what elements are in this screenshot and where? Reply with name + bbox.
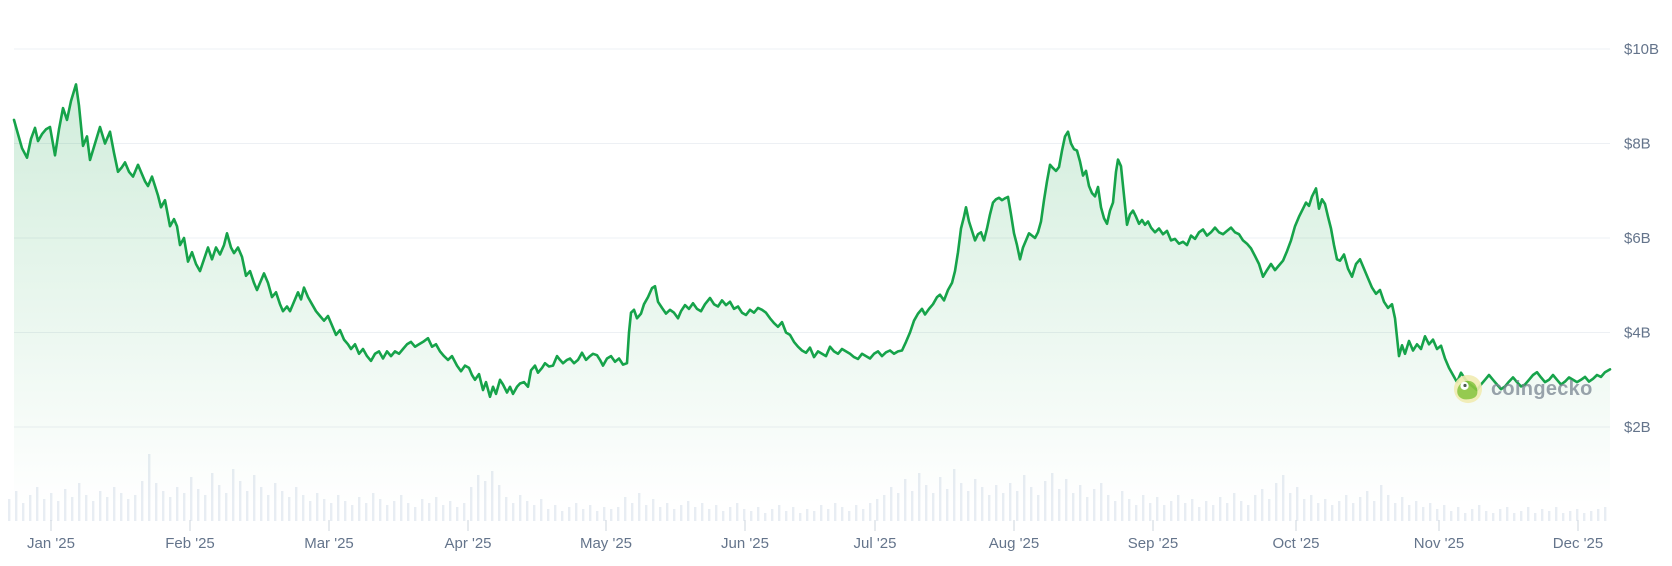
x-axis-label: Feb '25 bbox=[165, 535, 215, 552]
x-axis-label: Jul '25 bbox=[854, 535, 897, 552]
price-area-fill bbox=[14, 84, 1610, 522]
x-axis-label: Aug '25 bbox=[989, 535, 1039, 552]
x-axis-label: Nov '25 bbox=[1414, 535, 1464, 552]
x-axis-label: Sep '25 bbox=[1128, 535, 1178, 552]
volume-bar bbox=[8, 499, 11, 521]
x-axis-label: Jun '25 bbox=[721, 535, 769, 552]
x-axis-label: Dec '25 bbox=[1553, 535, 1603, 552]
x-axis-label: Oct '25 bbox=[1272, 535, 1319, 552]
x-axis-label: Jan '25 bbox=[27, 535, 75, 552]
x-axis-label: Mar '25 bbox=[304, 535, 354, 552]
y-axis-label: $10B bbox=[1624, 41, 1659, 58]
x-axis-label: Apr '25 bbox=[444, 535, 491, 552]
x-axis-label: May '25 bbox=[580, 535, 632, 552]
y-axis-label: $8B bbox=[1624, 136, 1651, 153]
y-axis-label: $6B bbox=[1624, 230, 1651, 247]
y-axis-label: $2B bbox=[1624, 419, 1651, 436]
y-axis-label: $4B bbox=[1624, 325, 1651, 342]
price-line[interactable] bbox=[12, 83, 1612, 399]
